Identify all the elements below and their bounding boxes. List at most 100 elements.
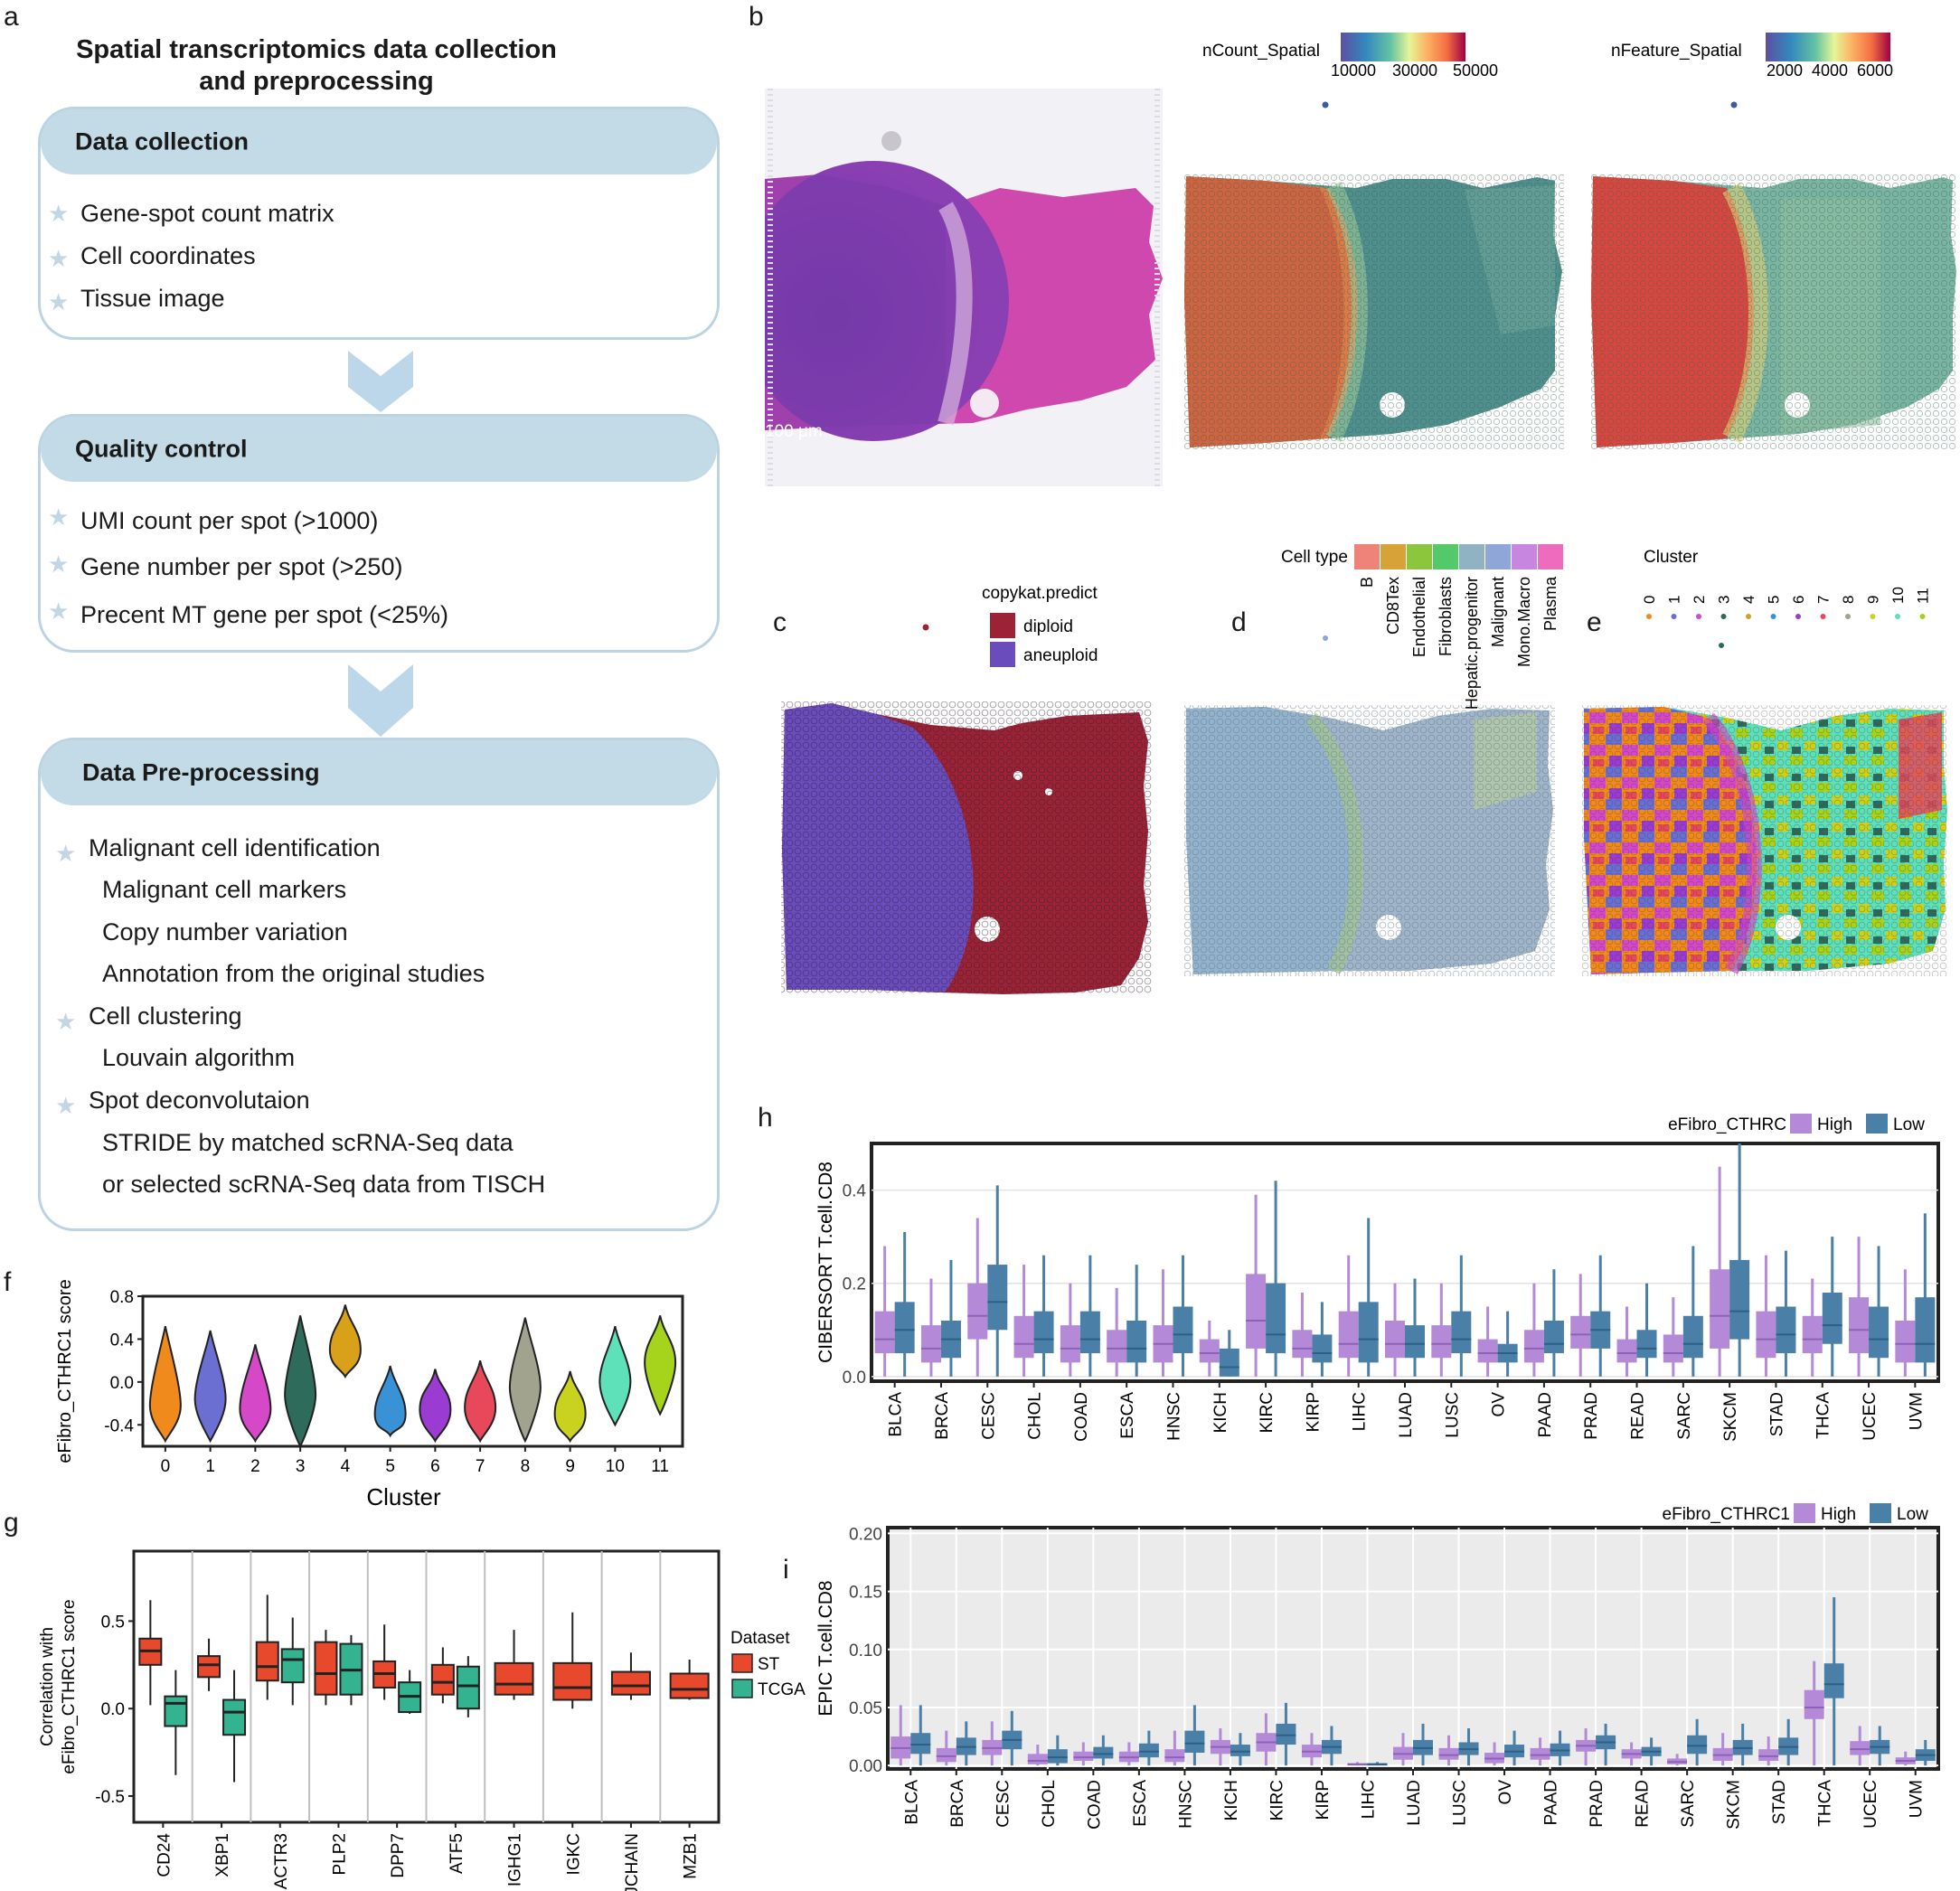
x-tick-label: UVM — [1908, 1780, 1927, 1818]
box-Low-LUSC — [1451, 1311, 1472, 1354]
list-item: Cell clustering — [89, 1002, 242, 1030]
box-High-LUSC — [1431, 1325, 1452, 1359]
legend-dot — [1770, 614, 1776, 619]
box-High-UVM — [1895, 1320, 1916, 1363]
box-High-ESCA — [1107, 1330, 1127, 1363]
legend-label: 2 — [1691, 596, 1708, 604]
box-High-THCA — [1804, 1689, 1824, 1719]
x-tick-label: CHOL — [1040, 1780, 1059, 1828]
x-tick-label: ATF5 — [448, 1833, 466, 1874]
box-ST-IGKC — [552, 1661, 593, 1701]
violin-7 — [464, 1359, 497, 1444]
x-tick-label: UCEC — [1861, 1392, 1880, 1441]
box-Low-CHOL — [1033, 1311, 1054, 1354]
x-tick-label: HNSC — [1176, 1780, 1195, 1829]
legend-label-aneuploid: aneuploid — [1023, 646, 1098, 665]
x-tick-label: LUAD — [1397, 1392, 1416, 1438]
legend-dot — [1845, 614, 1851, 619]
legend-label: Mono.Macro — [1515, 577, 1533, 667]
legend-label: Plasma — [1541, 576, 1560, 631]
x-tick-label: IGHG1 — [506, 1833, 525, 1886]
y-tick-label: -0.4 — [104, 1416, 134, 1435]
x-tick-label: SARC — [1679, 1780, 1698, 1828]
x-tick-label: 1 — [205, 1457, 215, 1476]
box-High-LIHC — [1338, 1311, 1359, 1359]
x-tick-label: BLCA — [887, 1392, 906, 1437]
x-tick-label: 0 — [161, 1457, 171, 1476]
data-collection-box: Data collection ★ Gene-spot count matrix… — [38, 107, 720, 340]
box-Low-THCA — [1823, 1663, 1844, 1698]
panel-a-title-line2: and preprocessing — [199, 67, 434, 96]
ncount-tick: 10000 — [1331, 61, 1376, 80]
x-tick-label: 5 — [385, 1457, 395, 1476]
star-icon: ★ — [48, 245, 70, 272]
box-High-BLCA — [874, 1311, 895, 1354]
box-High-READ — [1616, 1339, 1637, 1363]
x-tick-label: KIRC — [1267, 1780, 1286, 1820]
list-item: UMI count per spot (>1000) — [80, 507, 379, 534]
legend-label: 8 — [1840, 596, 1857, 604]
x-tick-label: CESC — [994, 1780, 1013, 1828]
legend-swatch-aneuploid — [990, 642, 1015, 667]
box-Low-PAAD — [1543, 1320, 1564, 1354]
legend-swatch — [1790, 1114, 1812, 1134]
legend-label: CD8Tex — [1384, 577, 1402, 635]
x-tick-label: READ — [1634, 1780, 1653, 1828]
box-Low-SARC — [1687, 1735, 1708, 1755]
x-tick-label: JCHAIN — [623, 1833, 642, 1891]
copykat-legend-title: copykat.predict — [982, 584, 1098, 603]
star-icon: ★ — [48, 200, 70, 227]
panel-label-i: i — [783, 1555, 789, 1585]
x-tick-label: KIRP — [1304, 1392, 1323, 1432]
legend-dot — [1870, 614, 1876, 619]
y-axis-label: eFibro_CTHRC1 score — [55, 1279, 75, 1463]
violin-8 — [508, 1317, 542, 1444]
box-Low-KICH — [1230, 1745, 1250, 1756]
box-Low-HNSC — [1173, 1306, 1193, 1354]
box-High-PAAD — [1523, 1330, 1544, 1363]
nfeature-tick: 4000 — [1812, 61, 1848, 80]
legend-dot — [1671, 614, 1677, 619]
celltype-legend-title: Cell type — [1281, 548, 1348, 567]
y-tick-label: 0.0 — [110, 1374, 134, 1393]
x-tick-label: PAAD — [1536, 1392, 1555, 1437]
x-tick-label: BRCA — [933, 1392, 952, 1440]
violin-1 — [193, 1330, 227, 1444]
legend-swatch — [1870, 1503, 1891, 1523]
box-High-STAD — [1758, 1749, 1779, 1762]
box-Low-LUAD — [1405, 1325, 1425, 1359]
legend-dot — [1795, 614, 1801, 619]
quality-control-title: Quality control — [75, 435, 248, 463]
plot-frame — [141, 1294, 684, 1448]
box-High-BRCA — [936, 1747, 956, 1763]
star-icon: ★ — [55, 1092, 77, 1119]
violin-5 — [373, 1365, 407, 1438]
legend-dot — [1646, 614, 1652, 619]
violin-11 — [644, 1315, 677, 1416]
ncount-tick: 30000 — [1392, 61, 1437, 80]
x-tick-label: COAD — [1072, 1392, 1091, 1442]
panel-label-e: e — [1587, 607, 1602, 637]
nfeature-tick: 2000 — [1767, 61, 1803, 80]
legend-swatch — [1354, 544, 1380, 569]
list-item: Spot deconvolutaion — [89, 1087, 310, 1114]
box-Low-LIHC — [1358, 1302, 1379, 1363]
list-item: Precent MT gene per spot (<25%) — [80, 601, 448, 628]
x-tick-label: OV — [1496, 1780, 1515, 1805]
box-Low-KIRC — [1266, 1283, 1286, 1354]
box-Low-HNSC — [1184, 1730, 1205, 1754]
list-item: Malignant cell identification — [89, 834, 381, 861]
x-tick-label: CHOL — [1026, 1392, 1045, 1440]
box-TCGA-XBP1 — [222, 1698, 247, 1736]
legend-label: 3 — [1716, 596, 1733, 604]
box-High-STAD — [1756, 1311, 1776, 1359]
cluster-spatial-map: Cluster 0 1 2 3 4 5 6 7 8 9 10 11 — [1582, 548, 1947, 976]
box-High-LUSC — [1438, 1747, 1459, 1760]
x-tick-label: BLCA — [902, 1780, 921, 1825]
list-item: Tissue image — [80, 285, 225, 312]
celltype-spatial-map: Cell type B CD8Tex Endothelial Fibroblasts H… — [1184, 544, 1563, 976]
y-axis-label: EPIC T.cell.CD8 — [815, 1580, 836, 1716]
star-icon: ★ — [55, 1008, 77, 1035]
box-Low-CESC — [987, 1265, 1008, 1331]
box-Low-BLCA — [910, 1733, 931, 1755]
